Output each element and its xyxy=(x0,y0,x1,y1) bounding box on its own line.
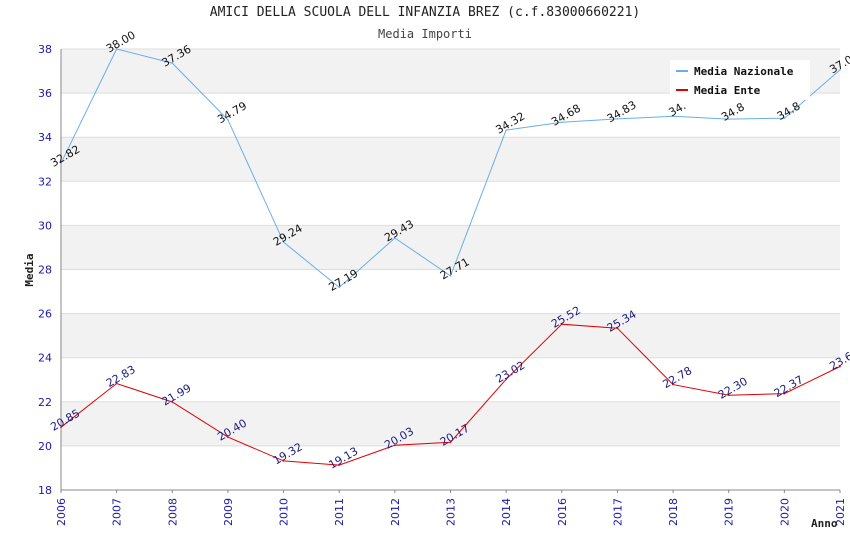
chart-subtitle: Media Importi xyxy=(378,27,472,41)
legend-box xyxy=(670,60,810,100)
data-point xyxy=(338,464,341,466)
data-point xyxy=(672,115,674,118)
x-tick-label: 2008 xyxy=(166,498,179,526)
y-tick-label: 36 xyxy=(38,87,52,100)
grid-band xyxy=(61,357,840,402)
x-tick-label: 2019 xyxy=(723,498,736,526)
y-tick-label: 30 xyxy=(38,219,52,232)
data-point xyxy=(394,444,396,447)
x-tick-label: 2011 xyxy=(333,498,346,526)
grid-band xyxy=(61,225,840,270)
legend: Media Nazionale Media Ente xyxy=(670,60,810,100)
data-point xyxy=(727,118,730,120)
y-tick-label: 26 xyxy=(38,308,52,321)
data-point xyxy=(783,117,786,120)
data-point xyxy=(560,323,563,325)
x-axis-title: Anno xyxy=(811,517,838,530)
x-tick-label: 2007 xyxy=(111,498,124,526)
data-point xyxy=(783,392,786,395)
grid-band xyxy=(61,137,840,182)
legend-label: Media Ente xyxy=(694,84,761,97)
y-tick-label: 22 xyxy=(38,396,52,409)
data-point xyxy=(727,394,730,396)
y-axis-ticks: 18 20 22 24 26 28 30 32 34 36 38 xyxy=(38,43,52,497)
data-point xyxy=(282,241,285,243)
y-tick-label: 24 xyxy=(38,352,52,365)
y-tick-label: 20 xyxy=(38,440,52,453)
data-point xyxy=(616,118,619,120)
data-point xyxy=(60,426,62,428)
y-tick-label: 32 xyxy=(38,175,52,188)
y-tick-label: 38 xyxy=(38,43,52,56)
data-point xyxy=(560,121,563,124)
grid-band xyxy=(61,93,840,138)
data-point xyxy=(115,382,118,385)
data-point xyxy=(171,401,174,403)
x-tick-label: 2017 xyxy=(611,498,624,526)
x-tick-label: 2016 xyxy=(556,498,569,526)
data-point xyxy=(115,48,118,50)
x-axis-ticks: 2006 2007 2008 2009 2010 2011 2012 2013 2014 2016… xyxy=(55,490,847,526)
grid-band xyxy=(61,313,840,358)
grid-bands xyxy=(61,49,840,490)
y-tick-label: 34 xyxy=(38,131,52,144)
x-tick-label: 2012 xyxy=(389,498,402,526)
x-tick-label: 2006 xyxy=(55,498,68,526)
data-point xyxy=(505,129,507,131)
grid-band xyxy=(61,181,840,226)
y-axis-title: Media xyxy=(23,253,36,286)
chart-title: AMICI DELLA SCUOLA DELL INFANZIA BREZ (c… xyxy=(209,5,641,20)
data-point xyxy=(449,441,452,443)
data-point xyxy=(282,460,285,462)
data-point xyxy=(505,378,507,381)
y-tick-label: 28 xyxy=(38,264,52,277)
x-tick-label: 2014 xyxy=(500,498,513,526)
x-tick-label: 2009 xyxy=(222,498,235,526)
data-point xyxy=(227,436,229,438)
x-tick-label: 2013 xyxy=(445,498,458,526)
x-tick-label: 2010 xyxy=(278,498,291,526)
grid-band xyxy=(61,269,840,314)
data-point xyxy=(171,62,174,64)
data-point xyxy=(839,365,841,368)
x-tick-label: 2020 xyxy=(778,498,791,526)
x-tick-label: 2021 xyxy=(834,498,847,526)
series-layer xyxy=(60,48,841,466)
data-point xyxy=(616,327,619,329)
grid-band xyxy=(61,445,840,490)
data-point xyxy=(60,162,62,165)
data-point xyxy=(338,286,341,289)
y-tick-label: 18 xyxy=(38,484,52,497)
data-point xyxy=(449,275,452,277)
data-point xyxy=(672,383,674,386)
legend-label: Media Nazionale xyxy=(694,65,794,78)
data-point xyxy=(394,237,396,239)
grid-band xyxy=(61,401,840,446)
x-tick-label: 2018 xyxy=(667,498,680,526)
data-point xyxy=(839,69,841,71)
data-point xyxy=(227,118,229,121)
